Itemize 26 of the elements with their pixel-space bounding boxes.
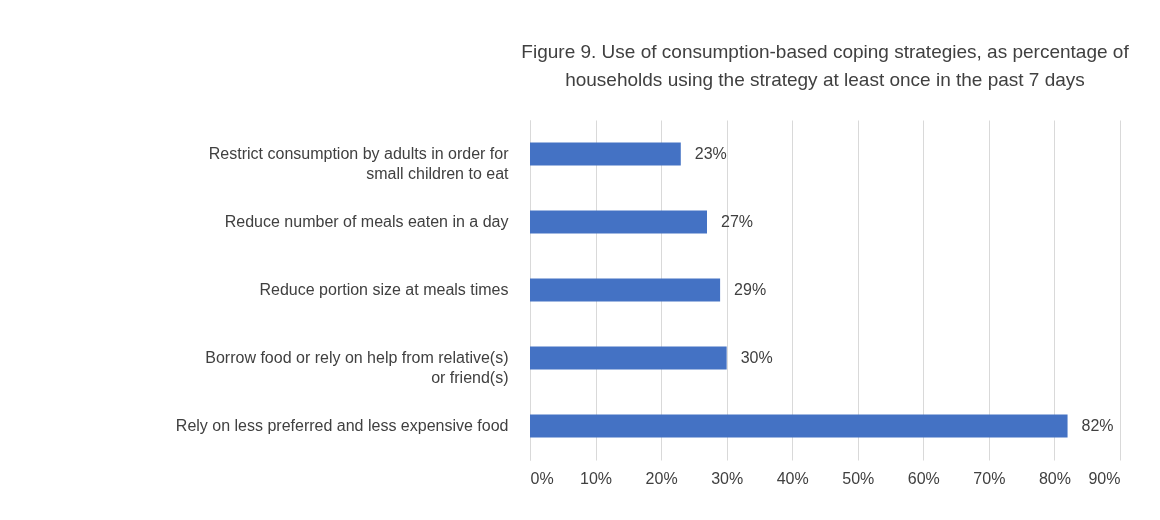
data-label: 23% [694,145,727,162]
bar [530,142,681,166]
x-tick-label: 10% [580,469,613,487]
y-tick-label: Reduce number of meals eaten in a day [224,213,509,230]
x-tick-label: 40% [776,469,809,487]
bar [530,414,1068,438]
bar [530,210,707,234]
x-tick-label: 30% [711,469,744,487]
x-tick-label: 90% [1088,469,1121,487]
x-tick-label: 50% [842,469,875,487]
x-tick-label: 80% [1038,469,1071,487]
data-label: 82% [1081,417,1114,434]
x-tick-label: 0% [530,469,554,487]
data-label: 29% [734,281,767,298]
data-label: 27% [721,213,754,230]
x-tick-label: 60% [907,469,940,487]
bar [530,346,727,370]
y-tick-label: Rely on less preferred and less expensive food [175,417,509,434]
y-tick-label: Restrict consumption by adults in order for small children to eat [208,145,510,182]
data-label: 30% [740,349,773,366]
x-tick-label: 20% [645,469,678,487]
x-tick-label: 70% [973,469,1006,487]
y-tick-label: Borrow food or rely on help from relative(s) or friend(s) [205,349,509,386]
chart-title: Figure 9. Use of consumption-based coping strategies, as percentage of households using the strategy at least once in the past 7 days [521,41,1130,90]
bar [530,278,721,302]
y-tick-label: Reduce portion size at meals times [259,281,509,298]
